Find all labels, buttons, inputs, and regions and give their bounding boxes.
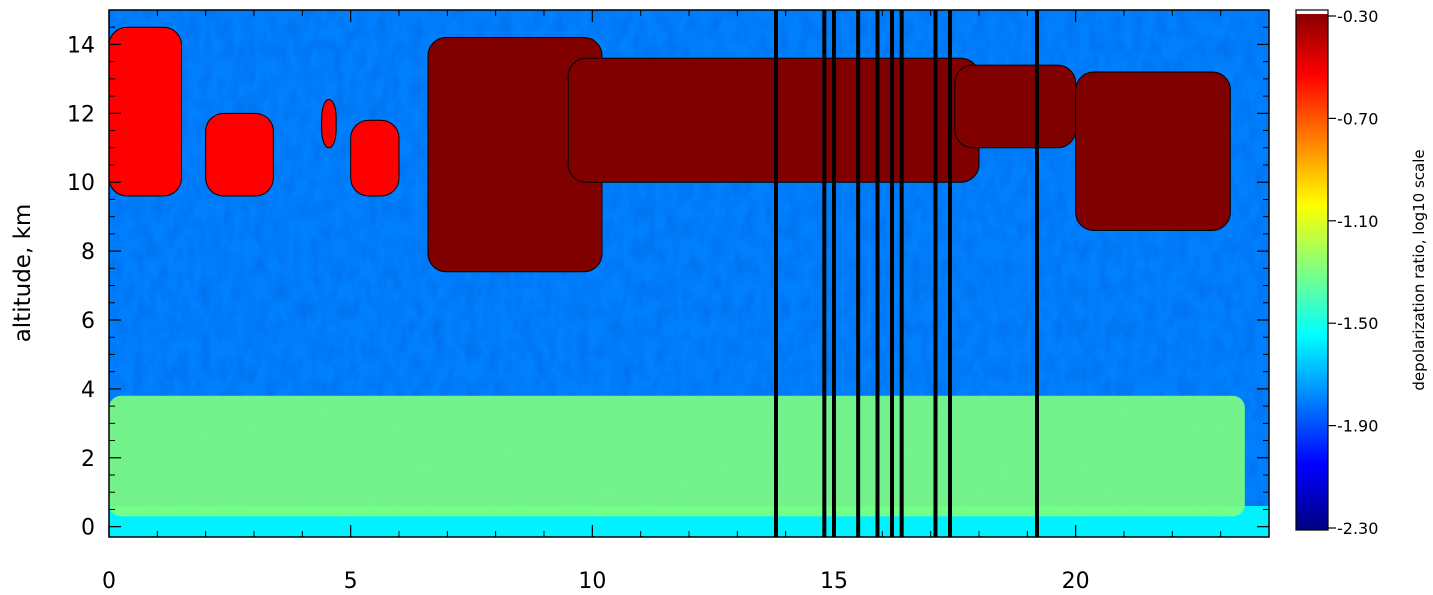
x-tick-label-2: 10	[578, 569, 606, 594]
x-tick-label-3: 15	[820, 569, 848, 594]
colorbar-tick-label-3: -1.50	[1337, 314, 1378, 333]
cirrus-cloud-3	[321, 99, 337, 149]
colorbar: -0.30 -0.70 -1.10 -1.50 -1.90 -2.30 depolariz…	[1295, 7, 1428, 538]
boundary-layer-aerosol	[109, 395, 1245, 517]
y-tick-label-2: 4	[81, 378, 95, 403]
colorbar-tick-label-1: -0.70	[1337, 109, 1378, 128]
colorbar-top-band	[1296, 10, 1328, 14]
no-data-column-2	[822, 10, 827, 537]
x-tick-label-0: 0	[102, 569, 116, 594]
cirrus-cloud-4	[350, 119, 400, 197]
colorbar-tick-label-2: -1.10	[1337, 212, 1378, 231]
no-data-column-10	[1035, 10, 1039, 537]
colorbar-tick-label-0: -0.30	[1337, 7, 1378, 26]
colorbar-title: depolarization ratio, log10 scale	[1410, 149, 1428, 390]
colorbar-gradient	[1296, 10, 1328, 530]
plot-area	[109, 10, 1269, 537]
y-tick-label-1: 2	[81, 447, 95, 472]
no-data-column-7	[899, 10, 904, 537]
no-data-column-1	[774, 10, 778, 537]
cirrus-cloud-1	[109, 26, 182, 197]
x-tick-label-1: 5	[344, 569, 358, 594]
feature-layer	[109, 10, 1269, 537]
no-data-column-9	[948, 10, 952, 537]
colorbar-frame	[1295, 9, 1329, 531]
y-tick-label-3: 6	[81, 309, 95, 334]
y-tick-label-6: 12	[67, 102, 95, 127]
no-data-column-3	[832, 10, 836, 537]
cirrus-cloud-8	[1075, 71, 1231, 231]
y-axis-title: altitude, km	[10, 204, 36, 343]
cirrus-cloud-2	[205, 112, 274, 197]
colorbar-tick-label-4: -1.90	[1337, 417, 1378, 436]
no-data-column-5	[875, 10, 880, 537]
colorbar-tick-label-5: -2.30	[1337, 519, 1378, 538]
y-tick-label-7: 14	[67, 33, 95, 58]
x-tick-label-4: 20	[1062, 569, 1090, 594]
y-tick-label-5: 10	[67, 171, 95, 196]
axes-layer: 0 5 10 15 20 0 2 4 6 8 10 12 14	[67, 9, 1270, 594]
cirrus-cloud-6	[567, 57, 980, 183]
cirrus-cloud-7	[954, 64, 1077, 149]
y-tick-label-4: 8	[81, 240, 95, 265]
no-data-column-4	[856, 10, 861, 537]
no-data-column-8	[933, 10, 938, 537]
y-tick-label-0: 0	[81, 516, 95, 541]
no-data-column-6	[890, 10, 894, 537]
colorbar-ticks: -0.30 -0.70 -1.10 -1.50 -1.90 -2.30	[1328, 7, 1378, 538]
